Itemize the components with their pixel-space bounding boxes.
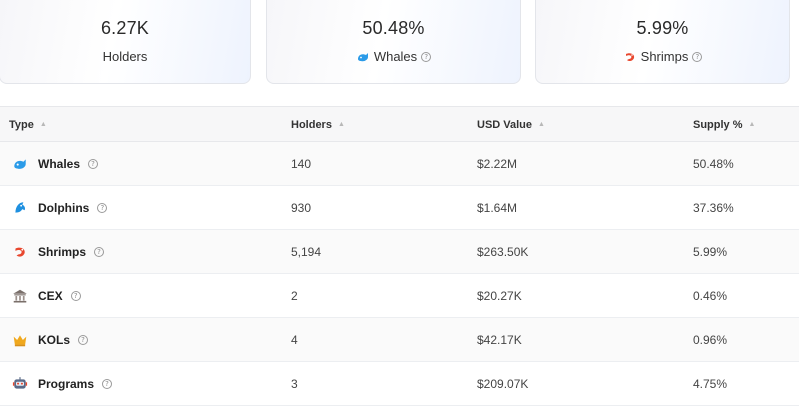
- help-icon[interactable]: ?: [421, 51, 432, 62]
- holders-total-value: 6.27K: [100, 18, 150, 38]
- holders-count: 930: [291, 201, 312, 215]
- supply-percent: 0.96%: [693, 333, 728, 347]
- help-icon[interactable]: ?: [88, 159, 99, 169]
- help-icon[interactable]: ?: [692, 51, 703, 62]
- usd-value: $42.17K: [477, 333, 522, 347]
- whales-card: 50.48% Whales ?: [266, 0, 521, 84]
- table-row[interactable]: Shrimps ? 5,194 $263.50K 5.99%: [0, 230, 799, 274]
- shrimp-icon: [11, 243, 29, 261]
- type-cell: KOLs ?: [11, 318, 89, 362]
- holders-count: 3: [291, 377, 298, 391]
- type-name: CEX: [38, 289, 63, 303]
- usd-value: $2.22M: [477, 157, 518, 171]
- supply-percent: 5.99%: [693, 245, 728, 259]
- whales-supply-value: 50.48%: [362, 18, 425, 38]
- table-row[interactable]: KOLs ? 4 $42.17K 0.96%: [0, 318, 799, 362]
- help-icon[interactable]: ?: [94, 247, 105, 257]
- shrimps-supply-value: 5.99%: [636, 18, 689, 38]
- column-header-holders[interactable]: Holders ▲: [291, 107, 345, 142]
- bank-icon: [11, 287, 29, 305]
- crown-icon: [11, 331, 29, 349]
- usd-value: $1.64M: [477, 201, 518, 215]
- holders-card-label-row: Holders: [103, 49, 148, 64]
- usd-value: $263.50K: [477, 245, 529, 259]
- type-cell: Whales ?: [11, 142, 99, 186]
- column-header-usd-value[interactable]: USD Value ▲: [477, 107, 545, 142]
- whales-card-label-row: Whales ?: [356, 49, 432, 64]
- whale-icon: [11, 155, 29, 173]
- type-cell: CEX ?: [11, 274, 81, 318]
- type-cell: Dolphins ?: [11, 186, 108, 230]
- column-header-supply[interactable]: Supply % ▲: [693, 107, 755, 142]
- sort-icon[interactable]: ▲: [748, 121, 756, 128]
- holders-breakdown-table: Type ▲ Holders ▲ USD Value ▲ Supply % ▲ Whal…: [0, 106, 799, 406]
- type-name: Programs: [38, 377, 95, 391]
- type-name: Dolphins: [38, 201, 90, 215]
- usd-value: $20.27K: [477, 289, 522, 303]
- supply-percent: 4.75%: [693, 377, 728, 391]
- table-row[interactable]: Programs ? 3 $209.07K 4.75%: [0, 362, 799, 406]
- type-cell: Programs ?: [11, 362, 113, 406]
- robot-icon: [11, 375, 29, 393]
- shrimp-icon: [623, 50, 637, 64]
- column-header-type-label: Type: [9, 118, 34, 131]
- shrimps-card-label: Shrimps: [640, 49, 689, 64]
- holders-card-label: Holders: [102, 49, 148, 64]
- table-header: Type ▲ Holders ▲ USD Value ▲ Supply % ▲: [0, 107, 799, 142]
- dolphin-icon: [11, 199, 29, 217]
- help-icon[interactable]: ?: [102, 379, 113, 389]
- holders-count: 5,194: [291, 245, 322, 259]
- table-row[interactable]: Whales ? 140 $2.22M 50.48%: [0, 142, 799, 186]
- table-row[interactable]: CEX ? 2 $20.27K 0.46%: [0, 274, 799, 318]
- type-cell: Shrimps ?: [11, 230, 105, 274]
- whale-icon: [356, 50, 370, 64]
- sort-icon[interactable]: ▲: [538, 121, 545, 128]
- type-name: KOLs: [38, 333, 71, 347]
- shrimps-card-label-row: Shrimps ?: [623, 49, 703, 64]
- whales-card-label: Whales: [373, 49, 418, 64]
- sort-icon[interactable]: ▲: [337, 121, 345, 128]
- holders-count: 140: [291, 157, 312, 171]
- supply-percent: 0.46%: [693, 289, 728, 303]
- summary-cards: 6.27K Holders 50.48% Whales ? 5.99% Shri…: [0, 0, 799, 85]
- column-header-supply-label: Supply %: [693, 118, 743, 131]
- holders-card: 6.27K Holders: [0, 0, 251, 84]
- shrimps-card: 5.99% Shrimps ?: [535, 0, 790, 84]
- holders-count: 2: [291, 289, 298, 303]
- supply-percent: 37.36%: [693, 201, 734, 215]
- supply-percent: 50.48%: [693, 157, 734, 171]
- help-icon[interactable]: ?: [78, 335, 89, 345]
- table-row[interactable]: Dolphins ? 930 $1.64M 37.36%: [0, 186, 799, 230]
- help-icon[interactable]: ?: [70, 291, 81, 301]
- type-name: Shrimps: [38, 245, 87, 259]
- column-header-type[interactable]: Type ▲: [9, 107, 47, 142]
- holders-count: 4: [291, 333, 298, 347]
- help-icon[interactable]: ?: [97, 203, 108, 213]
- column-header-holders-label: Holders: [291, 118, 332, 131]
- usd-value: $209.07K: [477, 377, 529, 391]
- type-name: Whales: [38, 157, 81, 171]
- column-header-usd-value-label: USD Value: [477, 118, 533, 131]
- sort-icon[interactable]: ▲: [39, 121, 47, 128]
